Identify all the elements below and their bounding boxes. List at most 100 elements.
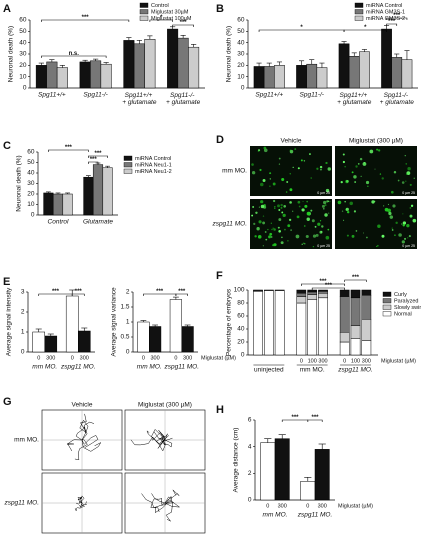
- cell-signal: [389, 215, 394, 219]
- cell-signal: [263, 146, 267, 150]
- bar-segment: [296, 302, 307, 356]
- cell-signal: [273, 228, 276, 231]
- cell-signal: [369, 149, 374, 154]
- panel-letter: H: [216, 404, 224, 416]
- x-tick-label: zspg11 MO.: [297, 512, 333, 519]
- significance-label: ***: [178, 289, 186, 295]
- cell-signal: [406, 224, 410, 228]
- significance-bracket: [41, 19, 130, 22]
- dose-label: 300: [318, 503, 327, 509]
- cell-signal: [257, 235, 262, 239]
- legend-swatch: [139, 15, 149, 21]
- cell-signal: [272, 227, 274, 229]
- significance-label: ***: [156, 289, 164, 295]
- legend-swatch: [354, 15, 364, 21]
- cell-signal: [413, 177, 415, 180]
- swim-track: [81, 439, 102, 452]
- swim-track: [150, 498, 166, 513]
- legend-label: miRNA Neu1-2: [135, 169, 172, 175]
- y-tick-label: 0.5: [120, 334, 129, 341]
- row-label: zspg11 MO.: [3, 500, 39, 507]
- cell-signal: [254, 235, 257, 238]
- y-tick-label: 100: [234, 287, 245, 294]
- legend-swatch: [354, 2, 364, 8]
- legend-swatch: [382, 311, 392, 317]
- cell-signal: [321, 225, 324, 228]
- bar: [391, 57, 403, 89]
- bar: [296, 65, 307, 89]
- x-tick-label: Spg11-/- + glutamate: [166, 92, 201, 106]
- cell-signal: [362, 162, 367, 166]
- bar-segment: [296, 293, 307, 297]
- y-tick-label: 0: [23, 85, 27, 92]
- cell-signal: [367, 185, 369, 187]
- cell-signal: [274, 207, 276, 209]
- swim-track: [66, 439, 83, 452]
- significance-bracket: [344, 279, 367, 282]
- scale-label: 0 µm 25: [402, 244, 415, 248]
- bar: [32, 331, 45, 353]
- cell-signal: [297, 167, 300, 170]
- swim-track: [74, 502, 83, 511]
- legend-swatch: [139, 9, 149, 15]
- cell-signal: [310, 177, 312, 179]
- swim-track: [81, 501, 87, 508]
- cell-signal: [323, 207, 325, 210]
- x-tick-label: 300: [362, 358, 371, 364]
- cell-signal: [264, 231, 267, 233]
- dose-label: 0: [37, 355, 40, 361]
- cell-signal: [376, 245, 378, 247]
- y-tick-label: 3: [21, 289, 25, 296]
- bar: [79, 61, 91, 89]
- dose-label: 300: [151, 355, 160, 361]
- bar: [62, 193, 73, 216]
- panel-letter: A: [3, 3, 11, 15]
- legend-label: miRNA GM3S-1: [366, 9, 405, 15]
- cell-signal: [269, 185, 271, 187]
- cell-signal: [359, 157, 363, 161]
- cell-signal: [344, 165, 346, 168]
- significance-bracket: [71, 293, 85, 296]
- y-tick-label: 10: [27, 201, 35, 208]
- legend-swatch: [123, 168, 133, 174]
- bar: [46, 61, 58, 89]
- swim-track: [78, 502, 84, 508]
- cell-signal: [253, 222, 256, 225]
- bar: [260, 442, 276, 501]
- bar: [381, 28, 392, 89]
- cell-signal: [306, 211, 311, 216]
- panel-letter: E: [3, 276, 10, 288]
- bar: [401, 59, 413, 89]
- dose-label: 0: [174, 355, 177, 361]
- significance-label: ***: [291, 415, 299, 421]
- y-tick-label: 20: [27, 191, 35, 198]
- cell-signal: [409, 207, 412, 209]
- bar: [83, 176, 94, 216]
- y-tick-label: 60: [27, 149, 35, 156]
- cell-signal: [280, 241, 284, 245]
- cell-signal: [363, 232, 365, 234]
- significance-label: ***: [325, 283, 333, 289]
- cell-signal: [344, 200, 346, 203]
- bar: [100, 63, 112, 89]
- cell-signal: [346, 210, 350, 214]
- cell-signal: [327, 228, 330, 231]
- x-tick-line: Spg11+/+: [339, 92, 369, 99]
- legend-label: miRNA Control: [366, 3, 402, 9]
- cell-signal: [328, 212, 330, 214]
- cell-signal: [303, 225, 306, 227]
- significance-bracket: [301, 283, 345, 286]
- bar-segment: [350, 289, 361, 299]
- y-axis-label: Average distance (cm): [233, 428, 240, 493]
- y-tick-label: 0: [241, 85, 245, 92]
- y-tick-label: 80: [237, 300, 245, 307]
- x-tick-label: Spg11+/+ + glutamate: [337, 92, 372, 106]
- dose-label: 0: [306, 503, 309, 509]
- x-tick-line: + glutamate: [380, 99, 415, 106]
- cell-signal: [298, 205, 301, 208]
- dose-label: 0: [71, 355, 74, 361]
- bar: [167, 28, 179, 89]
- cell-signal: [262, 245, 264, 247]
- y-tick-label: 60: [19, 17, 27, 24]
- x-tick-label: 100: [308, 358, 317, 364]
